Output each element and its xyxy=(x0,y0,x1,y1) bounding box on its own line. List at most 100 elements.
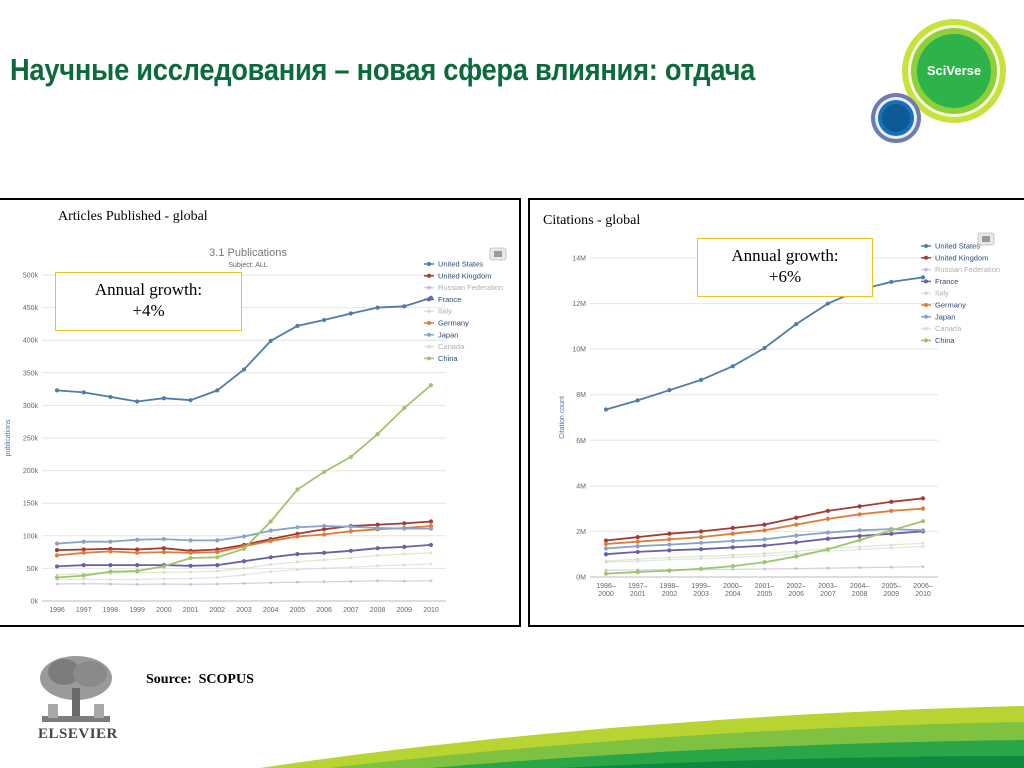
data-point-canada xyxy=(604,560,608,564)
data-point-china xyxy=(108,569,113,574)
data-point-germany xyxy=(348,529,353,534)
y-tick-label: 50k xyxy=(27,566,39,573)
data-point-germany xyxy=(215,550,220,555)
data-point-japan xyxy=(215,538,220,543)
data-point-united-states xyxy=(348,311,353,316)
data-point-germany xyxy=(161,550,166,555)
data-point-italy xyxy=(429,551,433,555)
legend-marker-russian-federation xyxy=(924,267,928,272)
data-point-france xyxy=(81,563,86,568)
data-point-russian-federation xyxy=(269,581,273,585)
y-tick-label: 100k xyxy=(23,533,39,540)
data-point-china xyxy=(188,555,193,561)
data-point-canada xyxy=(667,558,671,562)
legend-item-china: China xyxy=(438,354,458,363)
y-tick-label: 0k xyxy=(31,599,39,606)
data-point-italy xyxy=(242,566,246,570)
data-point-russian-federation xyxy=(162,582,166,586)
data-point-japan xyxy=(794,533,799,538)
data-point-germany xyxy=(108,549,113,554)
data-point-china xyxy=(215,555,220,560)
data-point-united-states xyxy=(402,304,407,309)
data-point-italy xyxy=(402,552,406,556)
publications-growth-box: Annual growth: +4% xyxy=(55,272,242,331)
legend-item-france: France xyxy=(935,277,958,286)
data-point-russian-federation xyxy=(921,565,925,569)
elsevier-wordmark: ELSEVIER xyxy=(38,726,118,742)
data-point-russian-federation xyxy=(55,582,59,586)
x-tick-label: 2005 xyxy=(290,607,306,614)
chart-menu-icon xyxy=(982,236,990,242)
legend-item-italy: Italy xyxy=(935,289,949,298)
x-tick-label: 2007 xyxy=(343,607,359,614)
elsevier-tree-logo xyxy=(40,656,112,722)
legend-marker-united-kingdom xyxy=(924,255,928,260)
y-tick-label: 6M xyxy=(576,438,586,445)
data-point-russian-federation xyxy=(189,582,193,586)
data-point-russian-federation xyxy=(376,579,380,583)
data-point-canada xyxy=(322,566,326,570)
data-point-united-states xyxy=(920,275,926,280)
legend-marker-united-states xyxy=(924,244,928,248)
legend-marker-japan xyxy=(924,314,928,319)
legend-marker-italy xyxy=(427,309,431,314)
data-point-italy xyxy=(189,570,193,574)
y-axis-title: publications xyxy=(5,419,12,456)
data-point-canada xyxy=(763,554,766,558)
x-tick-label: 1997– xyxy=(628,583,648,590)
legend-item-united-states: United States xyxy=(438,260,483,269)
data-point-canada xyxy=(295,568,299,572)
data-point-united-kingdom xyxy=(635,535,640,540)
y-tick-label: 8M xyxy=(576,392,586,399)
data-point-canada xyxy=(108,577,112,581)
x-tick-label: 2000 xyxy=(598,591,614,598)
data-point-germany xyxy=(188,550,193,555)
data-point-italy xyxy=(295,560,299,564)
data-point-france xyxy=(402,544,407,549)
x-tick-label: 2002– xyxy=(786,583,806,590)
data-point-japan xyxy=(667,542,672,547)
data-point-russian-federation xyxy=(322,580,326,584)
x-tick-label: 2001– xyxy=(755,583,775,590)
data-point-japan xyxy=(635,544,640,549)
data-point-china xyxy=(322,469,327,475)
x-tick-label: 1999 xyxy=(129,607,145,614)
data-point-united-kingdom xyxy=(857,504,862,509)
y-tick-label: 250k xyxy=(23,436,39,443)
data-point-united-states xyxy=(794,321,799,327)
slide-title: Научные исследования – новая сфера влиян… xyxy=(10,52,756,87)
data-point-china xyxy=(730,563,735,569)
x-tick-label: 2010 xyxy=(915,591,931,598)
data-point-japan xyxy=(241,534,247,539)
data-point-united-states xyxy=(762,345,767,351)
data-point-canada xyxy=(162,577,166,581)
legend-marker-russian-federation xyxy=(427,285,431,290)
data-point-canada xyxy=(376,564,380,568)
x-tick-label: 2008 xyxy=(852,591,868,598)
data-point-canada xyxy=(215,576,219,580)
data-point-russian-federation xyxy=(135,582,139,586)
x-tick-label: 2006 xyxy=(788,591,804,598)
x-tick-label: 2001 xyxy=(183,607,199,614)
y-tick-label: 4M xyxy=(576,483,586,490)
legend-item-japan: Japan xyxy=(935,312,955,321)
legend-item-united-kingdom: United Kingdom xyxy=(438,271,491,280)
data-point-germany xyxy=(667,537,672,542)
data-point-united-kingdom xyxy=(603,538,609,543)
data-point-germany xyxy=(730,531,735,536)
sciverse-logo-text: SciVerse xyxy=(927,63,981,78)
data-point-france xyxy=(215,563,220,568)
data-point-canada xyxy=(189,577,193,581)
data-point-japan xyxy=(348,524,353,529)
data-point-france xyxy=(603,552,609,557)
data-point-united-states xyxy=(188,398,193,403)
source-label: Source: SCOPUS xyxy=(146,672,254,687)
data-point-united-states xyxy=(215,388,220,393)
data-point-italy xyxy=(162,570,166,574)
data-point-russian-federation xyxy=(108,582,112,586)
y-tick-label: 450k xyxy=(23,305,39,312)
y-tick-label: 200k xyxy=(23,468,39,475)
legend-item-russian-federation: Russian Federation xyxy=(438,283,503,292)
data-point-germany xyxy=(635,539,640,544)
x-tick-label: 2003 xyxy=(693,591,709,598)
